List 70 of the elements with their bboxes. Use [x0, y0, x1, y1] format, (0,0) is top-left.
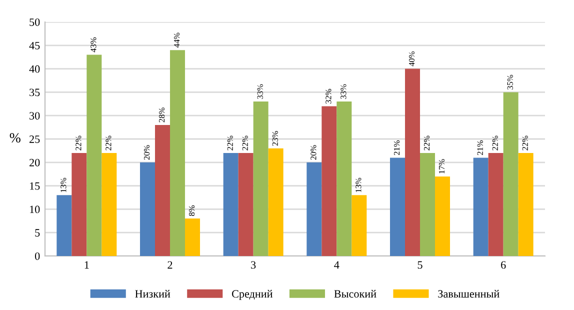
legend-label: Средний: [232, 290, 273, 300]
data-label: 8%: [188, 205, 195, 216]
x-tick-label: 4: [334, 261, 340, 269]
bar: [86, 54, 102, 256]
data-label: 20%: [144, 145, 150, 160]
legend-label: Завышенный: [438, 290, 500, 298]
bar: [405, 68, 420, 256]
y-tick-label: 45: [29, 42, 40, 50]
y-tick-label: 10: [30, 206, 40, 214]
bar: [102, 153, 117, 256]
bar: [253, 102, 268, 256]
data-label: 35%: [507, 74, 513, 90]
data-label: 33%: [340, 84, 346, 99]
data-label: 28%: [158, 108, 165, 122]
bar: [435, 176, 450, 256]
bar: [185, 218, 200, 256]
y-tick-label: 35: [30, 88, 40, 96]
data-label: 33%: [257, 84, 263, 99]
data-label: 22%: [76, 136, 82, 150]
bar: [503, 92, 518, 256]
bar: [336, 102, 352, 256]
y-tick-label: 20: [30, 158, 40, 166]
data-label: 21%: [394, 140, 400, 156]
x-tick-label: 2: [168, 261, 172, 269]
data-label: 13%: [356, 178, 362, 192]
y-axis-title: %: [10, 133, 20, 143]
x-tick-label: 5: [418, 261, 422, 269]
data-label: 22%: [424, 136, 430, 150]
y-tick-label: 50: [30, 18, 40, 26]
bar: [155, 124, 170, 256]
data-label: 17%: [438, 159, 445, 174]
bar: [268, 148, 284, 256]
bar: [473, 158, 488, 256]
data-label: 22%: [227, 136, 233, 150]
data-label: 32%: [326, 88, 332, 104]
bar: [518, 153, 534, 256]
bar: [56, 195, 72, 256]
bar: [306, 162, 322, 256]
bar: [238, 153, 254, 256]
bar: [488, 153, 504, 256]
bar: [72, 153, 87, 256]
y-tick-label: 0: [35, 252, 40, 260]
data-label: 20%: [310, 145, 316, 160]
bar: [140, 162, 155, 256]
bar: [420, 153, 435, 256]
bar: [352, 195, 367, 256]
x-tick-label: 3: [251, 261, 256, 269]
legend-label: Низкий: [135, 290, 170, 298]
data-label: 40%: [408, 51, 415, 66]
y-tick-label: 15: [30, 182, 40, 190]
y-tick-label: 5: [35, 229, 40, 237]
bar: [170, 50, 185, 256]
data-label: 21%: [477, 140, 483, 156]
data-label: 23%: [272, 131, 278, 146]
data-label: 22%: [242, 136, 248, 150]
data-label: 22%: [106, 136, 112, 150]
y-tick-label: 40: [29, 65, 40, 73]
x-tick-label: 6: [501, 261, 506, 269]
data-label: 22%: [522, 136, 528, 150]
data-label: 13%: [60, 178, 66, 192]
data-label: 43%: [90, 37, 96, 52]
bar: [223, 153, 238, 256]
bar: [390, 158, 405, 256]
data-label: 22%: [492, 136, 498, 150]
x-tick-label: 1: [84, 261, 89, 269]
bar: [322, 106, 337, 256]
y-tick-label: 25: [30, 135, 40, 143]
legend-label: Высокий: [334, 290, 376, 298]
y-tick-label: 30: [30, 112, 40, 120]
data-label: 44%: [174, 32, 180, 48]
